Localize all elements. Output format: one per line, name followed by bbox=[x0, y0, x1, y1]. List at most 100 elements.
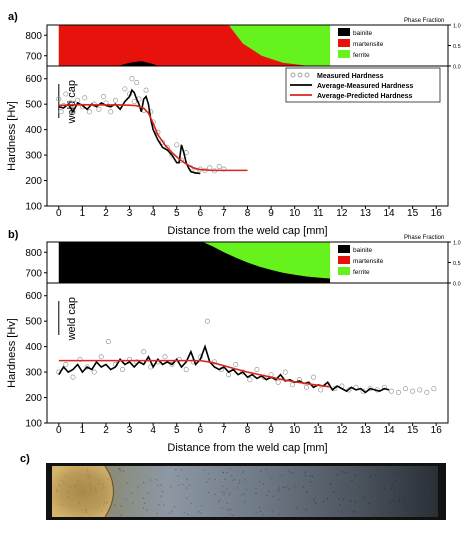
micro-speckle bbox=[98, 483, 100, 485]
micro-speckle bbox=[125, 498, 127, 501]
x-tick-label: 9 bbox=[268, 425, 274, 436]
micro-speckle bbox=[157, 484, 159, 487]
micro-speckle bbox=[368, 502, 370, 505]
micro-speckle bbox=[226, 502, 228, 504]
micro-speckle bbox=[302, 486, 304, 488]
x-tick-label: 6 bbox=[198, 425, 204, 436]
micro-speckle bbox=[186, 487, 188, 489]
micro-speckle bbox=[339, 504, 341, 506]
micro-speckle bbox=[163, 504, 165, 506]
legend-marker bbox=[290, 72, 296, 78]
measured-point bbox=[86, 109, 93, 115]
micro-speckle bbox=[87, 471, 89, 473]
x-tick-label: 11 bbox=[313, 425, 324, 436]
micro-speckle bbox=[421, 505, 423, 507]
x-tick-label: 10 bbox=[289, 208, 301, 219]
micro-speckle bbox=[277, 488, 279, 490]
phase-y-tick-label: 800 bbox=[25, 248, 42, 259]
micro-speckle bbox=[419, 496, 421, 498]
weld-region bbox=[52, 466, 114, 517]
y-axis-label: Hardness [Hv] bbox=[6, 101, 18, 171]
micro-speckle bbox=[417, 476, 419, 479]
micro-speckle bbox=[86, 511, 88, 513]
micro-speckle bbox=[102, 486, 105, 488]
micro-speckle bbox=[241, 494, 243, 496]
measured-point bbox=[58, 109, 64, 115]
micro-speckle bbox=[89, 482, 91, 484]
micro-speckle bbox=[221, 507, 224, 509]
micro-speckle bbox=[74, 487, 76, 489]
micro-speckle bbox=[392, 499, 394, 501]
micro-speckle bbox=[244, 479, 246, 481]
micro-speckle bbox=[354, 501, 356, 503]
micro-speckle bbox=[231, 479, 233, 482]
measured-point bbox=[221, 166, 227, 172]
micro-speckle bbox=[198, 511, 200, 513]
phase-legend-swatch-martensite bbox=[338, 39, 350, 47]
micro-speckle bbox=[171, 510, 173, 512]
micro-speckle bbox=[160, 484, 162, 486]
micro-speckle bbox=[342, 471, 344, 473]
micro-speckle bbox=[158, 504, 160, 506]
micro-speckle bbox=[244, 501, 246, 503]
phase-y-tick-label: 700 bbox=[25, 268, 42, 279]
measured-point bbox=[143, 87, 149, 93]
phase-legend-swatch-ferrite bbox=[338, 50, 350, 58]
micro-speckle bbox=[296, 506, 298, 509]
micro-speckle bbox=[85, 509, 87, 511]
micro-speckle bbox=[142, 497, 145, 499]
micro-speckle bbox=[223, 491, 225, 493]
y-tick-label: 100 bbox=[25, 202, 42, 213]
panel-label: c) bbox=[20, 453, 30, 465]
measured-point bbox=[122, 86, 128, 92]
micro-speckle bbox=[94, 487, 96, 489]
micro-speckle bbox=[350, 500, 353, 502]
micro-speckle bbox=[144, 502, 146, 504]
micro-speckle bbox=[417, 483, 419, 485]
x-tick-label: 14 bbox=[383, 425, 395, 436]
measured-point bbox=[282, 369, 288, 375]
micro-speckle bbox=[310, 475, 312, 477]
micro-speckle bbox=[309, 481, 312, 483]
micro-speckle bbox=[236, 487, 238, 489]
measured-point bbox=[141, 349, 147, 355]
micro-speckle bbox=[90, 489, 92, 491]
legend-label: Average-Predicted Hardness bbox=[317, 93, 413, 100]
micro-speckle bbox=[226, 488, 228, 490]
phase-fraction-title: Phase Fraction bbox=[404, 18, 444, 24]
chart-panel-b: Phase Fraction 700 800 1.0 0.5 0.0 bainite mart… bbox=[6, 229, 461, 454]
measured-point bbox=[129, 76, 135, 82]
y-tick-label: 300 bbox=[25, 368, 42, 379]
micro-speckle bbox=[200, 512, 202, 514]
x-tick-label: 5 bbox=[174, 425, 180, 436]
micro-speckle bbox=[271, 510, 273, 513]
micro-speckle bbox=[277, 499, 279, 501]
measured-point bbox=[84, 364, 90, 370]
measured-point bbox=[410, 388, 416, 394]
micro-speckle bbox=[146, 509, 148, 511]
micro-speckle bbox=[283, 486, 286, 489]
phase-right-tick-label: 0.0 bbox=[453, 282, 461, 288]
micro-speckle bbox=[255, 487, 257, 490]
micro-speckle bbox=[58, 484, 60, 487]
phase-right-tick-label: 0.0 bbox=[453, 65, 461, 71]
x-tick-label: 1 bbox=[80, 208, 86, 219]
micro-speckle bbox=[380, 513, 382, 515]
micro-speckle bbox=[255, 492, 257, 494]
micro-speckle bbox=[228, 508, 230, 511]
average-predicted-line bbox=[58, 103, 248, 172]
x-tick-label: 16 bbox=[431, 208, 443, 219]
micro-speckle bbox=[363, 496, 366, 499]
micro-speckle bbox=[69, 486, 71, 488]
micro-speckle bbox=[137, 486, 139, 488]
y-tick-label: 600 bbox=[25, 291, 42, 302]
micro-speckle bbox=[118, 468, 120, 470]
measured-point bbox=[381, 384, 387, 390]
micro-speckle bbox=[226, 508, 228, 510]
y-tick-label: 500 bbox=[25, 317, 42, 328]
micro-speckle bbox=[182, 483, 184, 485]
micro-speckle bbox=[394, 480, 396, 482]
micro-speckle bbox=[160, 495, 162, 497]
micro-speckle bbox=[147, 492, 149, 494]
fusion-boundary bbox=[104, 465, 115, 518]
